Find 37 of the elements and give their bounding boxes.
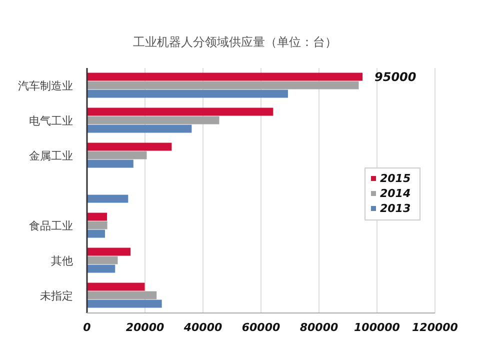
legend-label: 2013 bbox=[380, 202, 411, 215]
y-tick-label: 食品工业 bbox=[29, 220, 73, 232]
bar bbox=[87, 108, 274, 116]
bar bbox=[87, 124, 192, 133]
legend-label: 2015 bbox=[380, 172, 411, 185]
legend-label: 2014 bbox=[380, 187, 411, 200]
y-tick-label: 其他 bbox=[51, 254, 73, 268]
chart-title: 工业机器人分领域供应量（单位：台） bbox=[133, 35, 337, 49]
x-tick-label: 20000 bbox=[126, 321, 164, 334]
bar bbox=[87, 230, 105, 238]
x-tick-label: 80000 bbox=[300, 321, 338, 334]
y-tick-label: 汽车制造业 bbox=[18, 80, 73, 92]
bar bbox=[87, 221, 108, 230]
bar bbox=[87, 90, 288, 98]
x-tick-label: 120000 bbox=[412, 321, 458, 334]
bar bbox=[87, 282, 145, 291]
bar bbox=[87, 151, 147, 160]
bar bbox=[87, 212, 108, 221]
bar bbox=[87, 142, 172, 151]
bar bbox=[87, 81, 359, 90]
bar bbox=[87, 256, 118, 264]
x-tick-label: 60000 bbox=[242, 321, 280, 334]
bar bbox=[87, 300, 162, 308]
bar bbox=[87, 160, 134, 168]
bar bbox=[87, 264, 116, 273]
x-tick-label: 40000 bbox=[182, 321, 222, 334]
bar bbox=[87, 248, 130, 256]
data-label: 95000 bbox=[374, 70, 416, 84]
x-tick-label: 100000 bbox=[354, 321, 400, 334]
bar bbox=[87, 194, 128, 203]
x-tick-label: 0 bbox=[83, 321, 92, 334]
y-tick-label: 未指定 bbox=[40, 290, 73, 302]
y-tick-label: 电气工业 bbox=[29, 114, 73, 128]
bar bbox=[87, 291, 157, 300]
bar bbox=[87, 116, 220, 124]
bar bbox=[87, 72, 362, 81]
y-tick-label: 金属工业 bbox=[29, 150, 73, 162]
